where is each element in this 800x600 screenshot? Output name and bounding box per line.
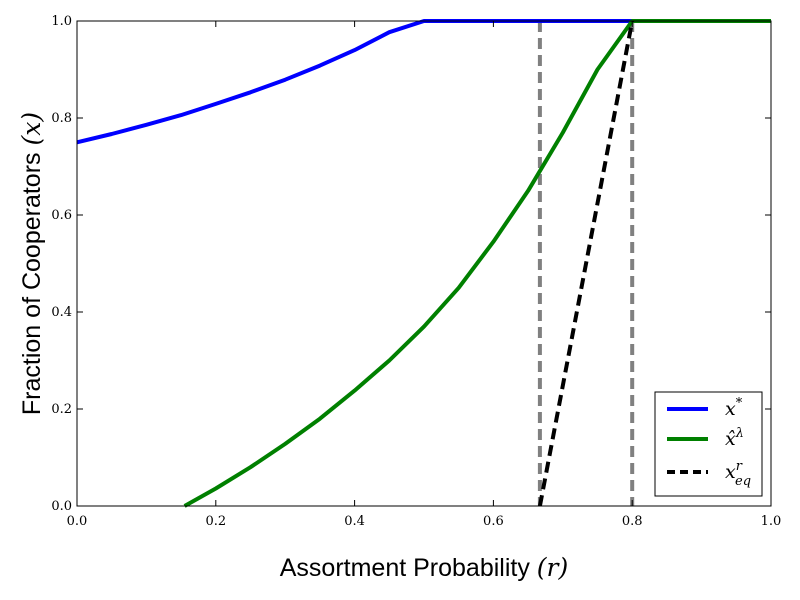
y-tick-label: 0.8 bbox=[51, 111, 72, 126]
axis-ticks: 0.0 0.2 0.4 0.6 0.8 1.0 0.0 0.2 0.4 0.6 0.8 1.0 bbox=[51, 14, 781, 529]
x-axis-label-text: Assortment Probability bbox=[280, 554, 537, 582]
legend: x* x̂λ xr eq bbox=[654, 391, 763, 497]
y-axis-label-text: Fraction of Cooperators bbox=[18, 146, 46, 416]
x-tick-label: 0.0 bbox=[67, 514, 88, 529]
plot-frame bbox=[76, 20, 772, 507]
y-tick-label: 0.0 bbox=[51, 499, 72, 514]
series-line-0 bbox=[76, 19, 771, 145]
y-axis-label-symbol: (x) bbox=[17, 112, 46, 146]
reference-lines bbox=[537, 21, 635, 506]
y-tick-label: 0.4 bbox=[51, 305, 72, 320]
series-lines bbox=[76, 19, 771, 508]
y-tick-label: 0.6 bbox=[51, 208, 72, 223]
legend-label-x-hat-lambda: x̂λ bbox=[725, 426, 744, 450]
x-tick-label: 0.4 bbox=[344, 514, 365, 529]
legend-label-x-star: x* bbox=[725, 396, 743, 420]
series-line-1 bbox=[183, 19, 771, 508]
x-tick-label: 0.8 bbox=[622, 514, 643, 529]
series-line-2 bbox=[537, 20, 635, 507]
x-axis-label: Assortment Probability (r) bbox=[280, 553, 569, 582]
x-tick-label: 0.6 bbox=[483, 514, 504, 529]
x-tick-label: 0.2 bbox=[205, 514, 226, 529]
x-axis-label-symbol: (r) bbox=[537, 553, 568, 582]
y-tick-label: 1.0 bbox=[51, 14, 72, 29]
y-axis-label: Fraction of Cooperators (x) bbox=[17, 112, 46, 415]
x-tick-label: 1.0 bbox=[761, 514, 782, 529]
legend-label-x-eq-r: xr eq bbox=[725, 459, 751, 489]
y-tick-label: 0.2 bbox=[51, 402, 72, 417]
